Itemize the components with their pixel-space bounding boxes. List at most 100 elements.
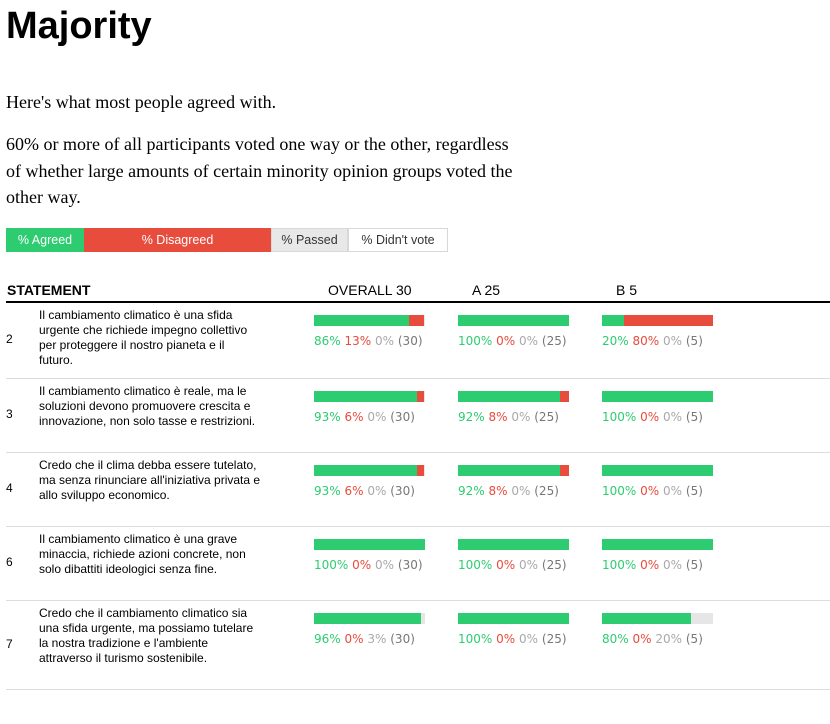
vote-cell-group-a: 100% 0% 0% (25) [458,613,570,646]
vote-bar [602,391,713,402]
agree-percent: 93% [314,410,341,424]
vote-stats: 100% 0% 0% (5) [602,558,714,572]
pass-percent: 0% [663,558,683,572]
vote-bar [458,539,569,550]
vote-cell-overall: 96% 0% 3% (30) [314,613,426,646]
vote-cell-overall: 93% 6% 0% (30) [314,465,426,498]
disagree-segment [417,391,424,402]
agree-segment [314,315,410,326]
pass-percent: 0% [511,410,531,424]
agree-percent: 93% [314,484,341,498]
agree-segment [458,613,569,624]
vote-stats: 100% 0% 0% (25) [458,558,570,572]
vote-stats: 96% 0% 3% (30) [314,632,426,646]
disagree-segment [624,315,713,326]
disagree-percent: 6% [344,484,364,498]
pass-percent: 0% [663,410,683,424]
disagree-percent: 8% [488,484,508,498]
vote-cell-group-a: 92% 8% 0% (25) [458,465,570,498]
table-row: 3 Il cambiamento climatico è reale, ma le… [6,378,830,453]
pass-percent: 0% [519,632,539,646]
vote-cell-group-b: 100% 0% 0% (5) [602,539,714,572]
pass-percent: 0% [367,410,387,424]
pass-percent: 0% [663,484,683,498]
vote-stats: 93% 6% 0% (30) [314,410,426,424]
agree-percent: 20% [602,334,629,348]
vote-stats: 93% 6% 0% (30) [314,484,426,498]
pass-percent: 0% [519,558,539,572]
vote-stats: 100% 0% 0% (5) [602,484,714,498]
vote-bar [458,465,569,476]
agree-percent: 100% [458,334,493,348]
participant-count: (5) [685,632,703,646]
agree-segment [458,465,561,476]
agree-segment [314,391,418,402]
page-title: Majority [6,5,152,47]
participant-count: (30) [390,410,415,424]
agree-segment [314,465,418,476]
pass-percent: 0% [367,484,387,498]
agree-percent: 92% [458,410,485,424]
agree-segment [602,315,625,326]
participant-count: (5) [685,558,703,572]
vote-stats: 100% 0% 0% (25) [458,334,570,348]
statement-id: 2 [6,332,13,346]
vote-cell-group-b: 100% 0% 0% (5) [602,391,714,424]
pass-percent: 3% [367,632,387,646]
agree-percent: 100% [458,558,493,572]
agree-segment [314,613,421,624]
pass-percent: 0% [511,484,531,498]
vote-bar [602,539,713,550]
agree-segment [602,539,713,550]
disagree-percent: 6% [344,410,364,424]
disagree-percent: 0% [640,410,660,424]
header-group-a: A 25 [472,282,501,298]
vote-bar [314,391,425,402]
intro-text: Here's what most people agreed with. [6,92,277,112]
vote-bar [458,315,569,326]
vote-stats: 80% 0% 20% (5) [602,632,714,646]
vote-cell-overall: 100% 0% 0% (30) [314,539,426,572]
participant-count: (5) [685,334,703,348]
vote-cell-group-a: 100% 0% 0% (25) [458,539,570,572]
vote-stats: 100% 0% 0% (25) [458,632,570,646]
pass-segment [690,613,713,624]
vote-stats: 100% 0% 0% (5) [602,410,714,424]
table-row: 7 Credo che il cambiamento climatico sia … [6,600,830,690]
vote-stats: 92% 8% 0% (25) [458,410,570,424]
legend-agreed: % Agreed [6,228,84,252]
agree-segment [458,539,569,550]
agree-percent: 100% [602,484,637,498]
disagree-percent: 0% [496,632,516,646]
header-statement: STATEMENT [7,282,91,298]
participant-count: (30) [390,484,415,498]
disagree-percent: 8% [488,410,508,424]
vote-stats: 100% 0% 0% (30) [314,558,426,572]
participant-count: (30) [397,558,423,572]
statement-text: Il cambiamento climatico è reale, ma le … [39,384,256,428]
disagree-percent: 0% [496,334,516,348]
vote-legend: % Agreed % Disagreed % Passed % Didn't v… [6,228,448,252]
vote-cell-group-b: 20% 80% 0% (5) [602,315,714,348]
agree-percent: 100% [602,558,637,572]
participant-count: (25) [541,334,567,348]
legend-didnt-vote: % Didn't vote [348,228,448,252]
disagree-segment [417,465,424,476]
vote-bar [314,315,425,326]
participant-count: (25) [541,632,567,646]
vote-cell-overall: 93% 6% 0% (30) [314,391,426,424]
header-group-b: B 5 [616,282,638,298]
vote-bar [602,465,713,476]
agree-segment [458,391,561,402]
agree-segment [602,465,713,476]
pass-segment [420,613,424,624]
participant-count: (5) [685,410,703,424]
vote-bar [314,465,425,476]
table-row: 2 Il cambiamento climatico è una sfida ur… [6,302,830,379]
pass-percent: 0% [375,334,395,348]
statement-id: 6 [6,555,13,569]
participant-count: (25) [541,558,567,572]
header-overall: OVERALL 30 [328,282,412,298]
description-text: 60% or more of all participants voted on… [6,134,513,207]
agree-percent: 96% [314,632,341,646]
